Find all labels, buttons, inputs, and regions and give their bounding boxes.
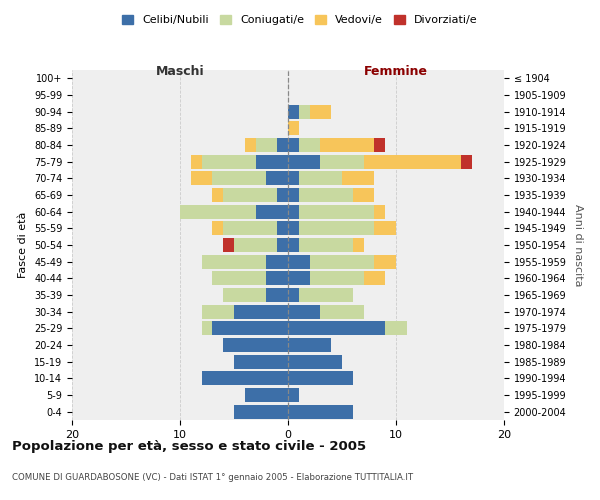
Bar bbox=[288, 104, 299, 118]
Bar bbox=[212, 271, 266, 285]
Bar bbox=[342, 171, 374, 186]
Bar bbox=[353, 188, 374, 202]
Bar bbox=[288, 238, 299, 252]
Bar bbox=[223, 238, 234, 252]
Bar bbox=[234, 354, 288, 369]
Bar bbox=[385, 322, 407, 336]
Bar bbox=[299, 288, 353, 302]
Bar bbox=[288, 288, 299, 302]
Y-axis label: Fasce di età: Fasce di età bbox=[19, 212, 28, 278]
Legend: Celibi/Nubili, Coniugati/e, Vedovi/e, Divorziati/e: Celibi/Nubili, Coniugati/e, Vedovi/e, Di… bbox=[118, 10, 482, 30]
Bar bbox=[364, 271, 385, 285]
Bar bbox=[202, 154, 256, 169]
Bar bbox=[202, 254, 266, 269]
Bar bbox=[288, 254, 310, 269]
Bar bbox=[245, 138, 256, 152]
Bar bbox=[299, 171, 342, 186]
Bar bbox=[212, 188, 223, 202]
Bar bbox=[299, 138, 320, 152]
Bar bbox=[288, 338, 331, 352]
Bar bbox=[364, 154, 461, 169]
Bar bbox=[288, 371, 353, 386]
Bar bbox=[288, 138, 299, 152]
Bar bbox=[212, 322, 288, 336]
Bar bbox=[374, 254, 396, 269]
Bar bbox=[234, 404, 288, 419]
Bar bbox=[320, 304, 364, 319]
Bar bbox=[288, 271, 310, 285]
Bar bbox=[299, 104, 310, 118]
Bar bbox=[277, 188, 288, 202]
Bar bbox=[288, 188, 299, 202]
Bar bbox=[223, 188, 277, 202]
Bar bbox=[212, 171, 266, 186]
Bar bbox=[299, 204, 374, 219]
Text: COMUNE DI GUARDABOSONE (VC) - Dati ISTAT 1° gennaio 2005 - Elaborazione TUTTITAL: COMUNE DI GUARDABOSONE (VC) - Dati ISTAT… bbox=[12, 473, 413, 482]
Bar bbox=[256, 204, 288, 219]
Bar bbox=[288, 404, 353, 419]
Text: Maschi: Maschi bbox=[155, 65, 205, 78]
Bar bbox=[234, 304, 288, 319]
Bar bbox=[299, 221, 374, 236]
Bar bbox=[223, 338, 288, 352]
Bar bbox=[245, 388, 288, 402]
Bar bbox=[320, 138, 374, 152]
Bar bbox=[191, 171, 212, 186]
Text: Femmine: Femmine bbox=[364, 65, 428, 78]
Bar bbox=[191, 154, 202, 169]
Bar bbox=[288, 204, 299, 219]
Bar bbox=[288, 304, 320, 319]
Bar bbox=[310, 254, 374, 269]
Bar bbox=[288, 221, 299, 236]
Bar bbox=[310, 104, 331, 118]
Bar bbox=[288, 322, 385, 336]
Bar bbox=[202, 322, 212, 336]
Bar bbox=[212, 221, 223, 236]
Bar bbox=[277, 238, 288, 252]
Bar bbox=[266, 288, 288, 302]
Bar bbox=[299, 238, 353, 252]
Bar bbox=[266, 254, 288, 269]
Bar bbox=[299, 188, 353, 202]
Bar bbox=[320, 154, 364, 169]
Bar bbox=[288, 354, 342, 369]
Bar bbox=[374, 204, 385, 219]
Bar bbox=[223, 221, 277, 236]
Bar bbox=[288, 121, 299, 136]
Bar bbox=[202, 304, 234, 319]
Bar bbox=[234, 238, 277, 252]
Bar bbox=[180, 204, 256, 219]
Bar bbox=[288, 171, 299, 186]
Y-axis label: Anni di nascita: Anni di nascita bbox=[573, 204, 583, 286]
Bar bbox=[288, 154, 320, 169]
Bar bbox=[266, 271, 288, 285]
Bar bbox=[277, 221, 288, 236]
Bar bbox=[374, 221, 396, 236]
Bar bbox=[256, 138, 277, 152]
Bar bbox=[256, 154, 288, 169]
Bar bbox=[288, 388, 299, 402]
Bar bbox=[353, 238, 364, 252]
Bar bbox=[374, 138, 385, 152]
Text: Popolazione per età, sesso e stato civile - 2005: Popolazione per età, sesso e stato civil… bbox=[12, 440, 366, 453]
Bar bbox=[266, 171, 288, 186]
Bar bbox=[202, 371, 288, 386]
Bar bbox=[310, 271, 364, 285]
Bar bbox=[223, 288, 266, 302]
Bar bbox=[461, 154, 472, 169]
Bar bbox=[277, 138, 288, 152]
